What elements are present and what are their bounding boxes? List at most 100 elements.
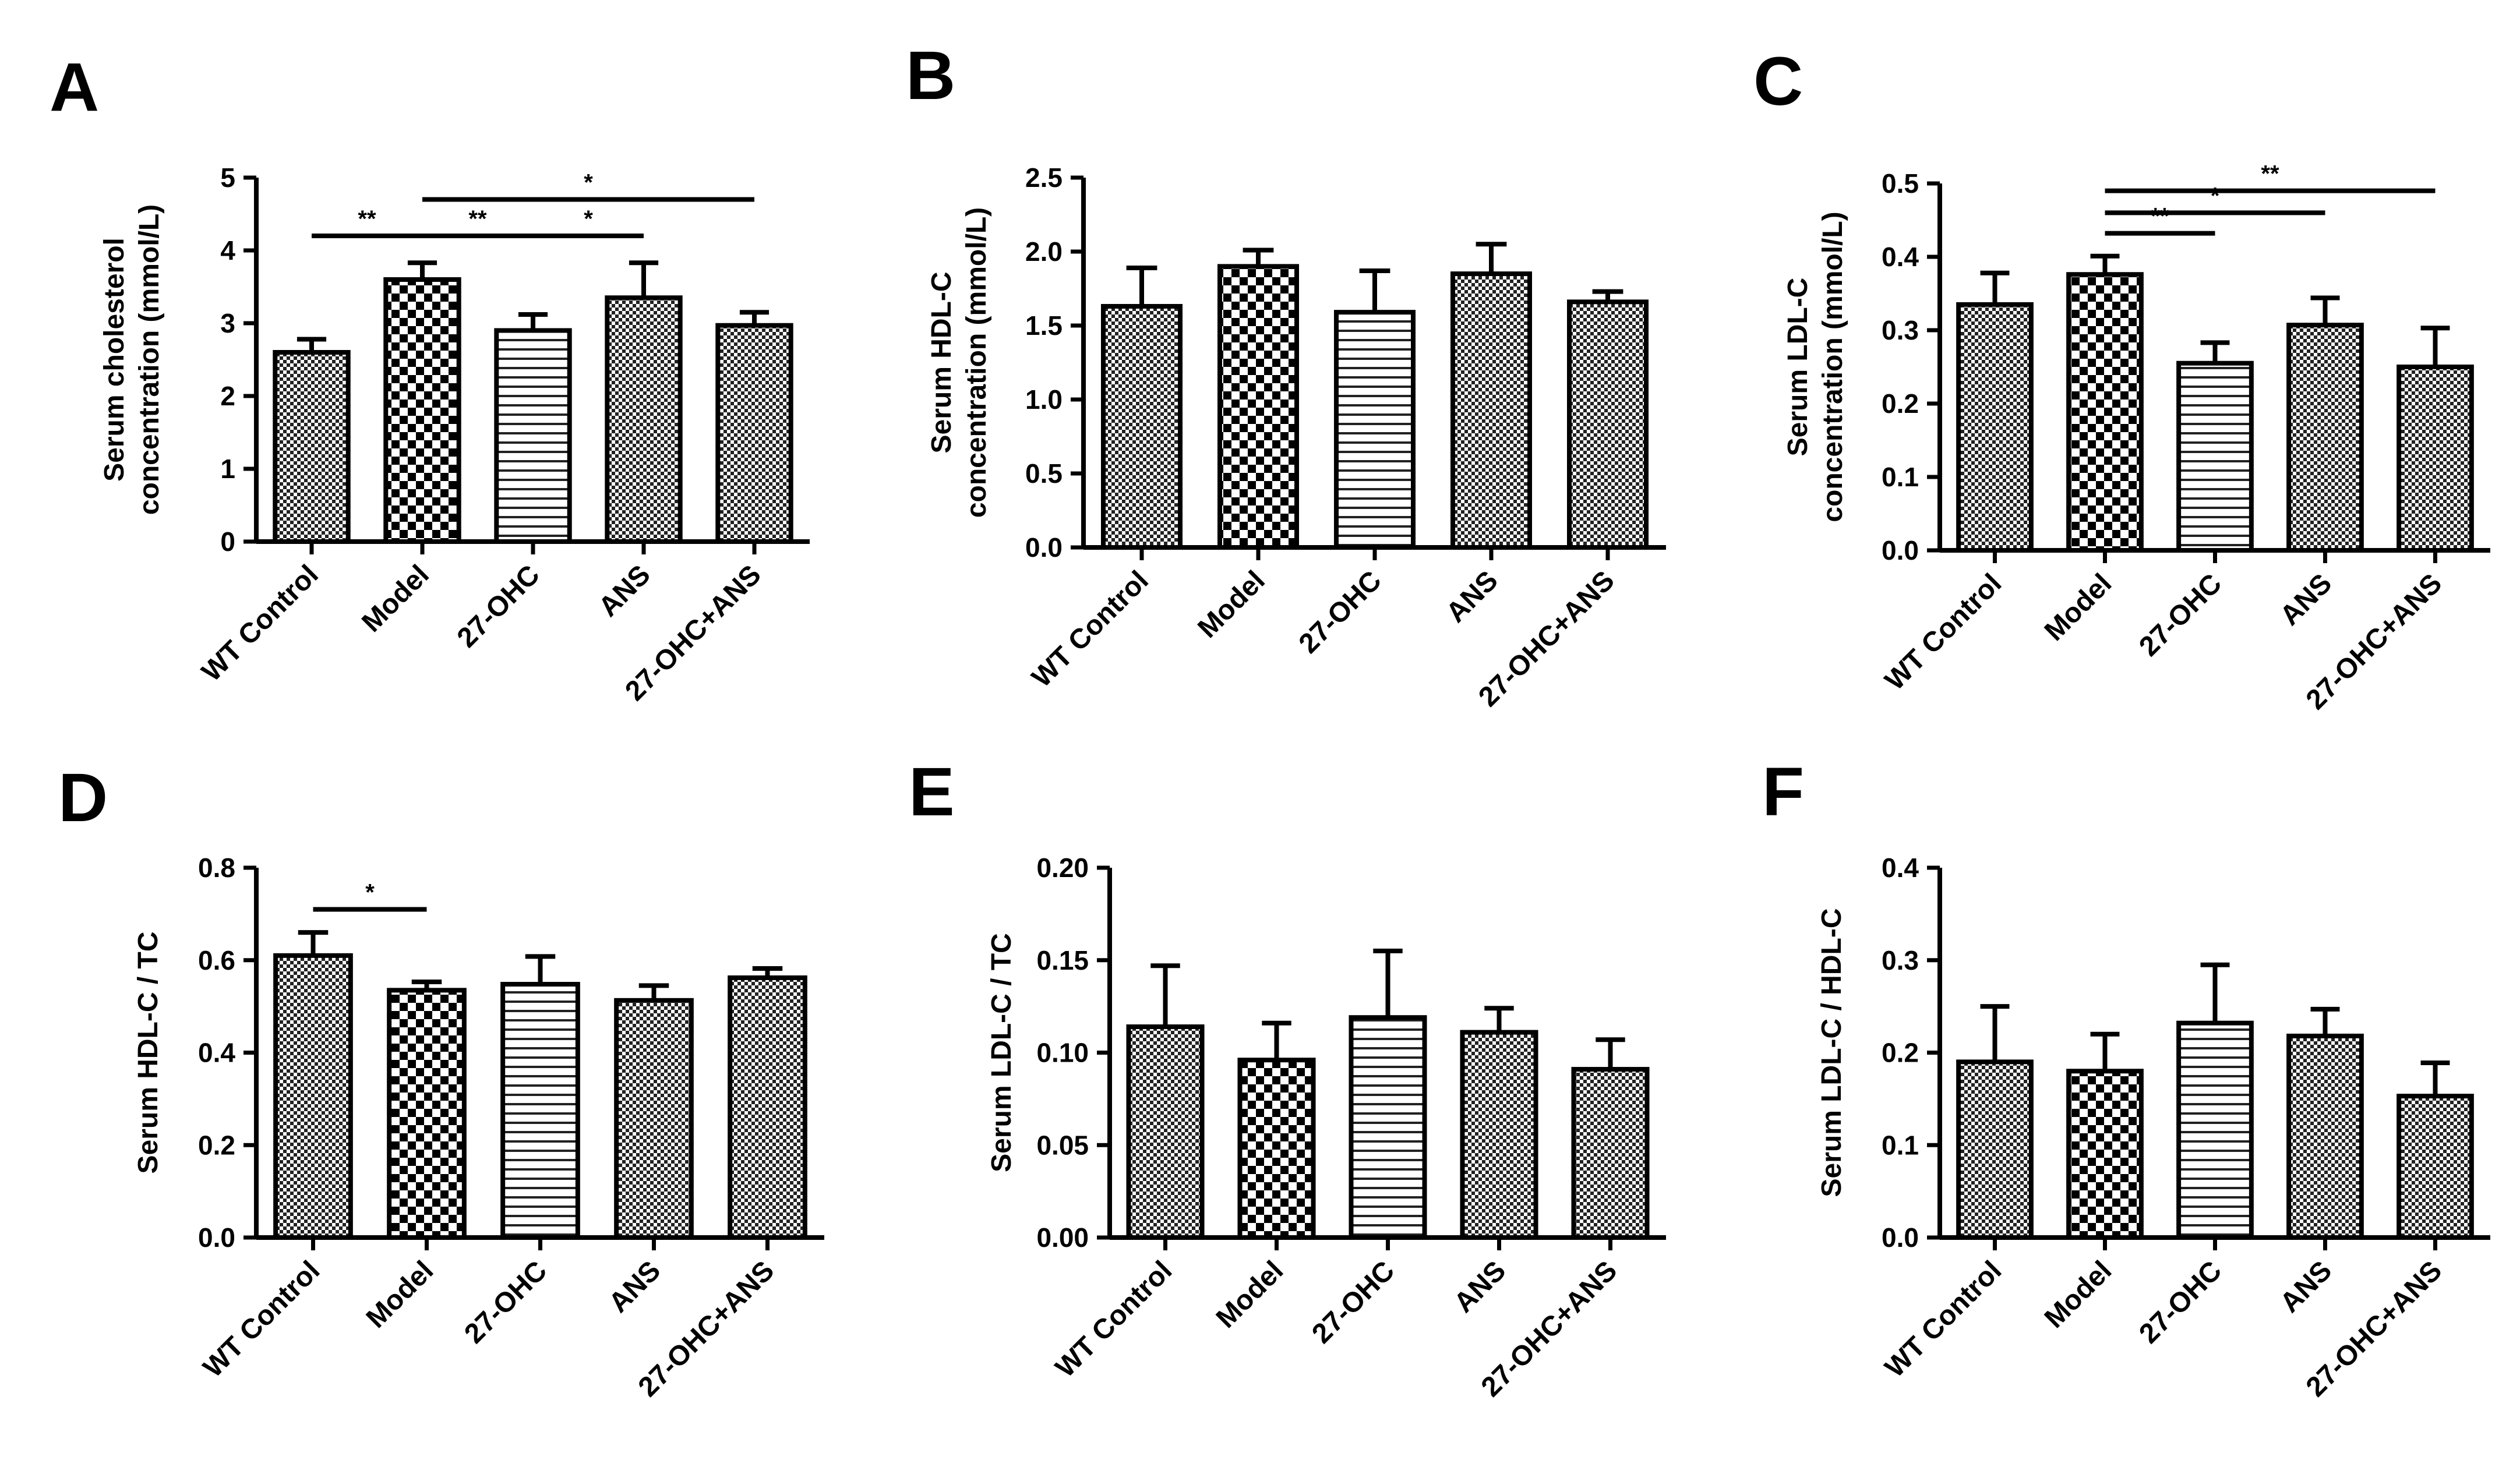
bar-f-1 [1956,1059,2034,1240]
y-axis-title-a-line-1: Serum cholesterol [99,238,130,482]
significance-label-a-3: * [584,206,593,232]
y-tick-label-c-5: 0.4 [1882,242,1919,272]
y-tick-label-a-4: 3 [220,308,235,338]
significance-label-a-4: * [584,170,593,196]
significance-label-c-3: ** [2261,161,2279,187]
y-tick-label-e-3: 0.10 [1036,1038,1089,1068]
category-label-f-1: WT Control [1879,1255,2007,1383]
panel-letter-f: F [1762,754,1804,830]
panel-d: D 0.0 0.2 0.4 0.6 0.8 WT Control Model 27-OHC ANS… [58,759,824,1403]
bar-d-3 [500,982,580,1240]
bar-a-2 [383,277,461,544]
panel-e: E 0.00 0.05 0.10 0.15 0.20 WT Control Model 27-O… [909,754,1666,1403]
y-tick-label-f-1: 0.0 [1882,1222,1919,1253]
category-label-c-4: ANS [2274,568,2338,631]
y-tick-label-b-3: 1.0 [1025,384,1063,415]
y-axis-title-b-line-2: concentration (mmol/L) [961,207,992,518]
bar-c-4 [2286,323,2364,553]
category-label-e-2: Model [1210,1255,1290,1334]
y-tick-label-e-2: 0.05 [1036,1130,1089,1160]
panel-letter-d: D [58,759,108,836]
bar-e-2 [1237,1058,1316,1240]
y-tick-label-d-2: 0.2 [198,1130,235,1160]
category-label-d-3: 27-OHC [458,1255,553,1349]
category-label-f-2: Model [2039,1255,2118,1334]
bar-f-3 [2176,1020,2254,1240]
bar-f-5 [2397,1094,2474,1240]
y-tick-label-f-4: 0.3 [1882,945,1919,975]
bar-b-3 [1334,310,1416,550]
y-tick-label-b-2: 0.5 [1025,458,1063,489]
category-label-a-3: 27-OHC [451,559,546,653]
category-label-d-1: WT Control [197,1255,326,1383]
bar-a-1 [273,350,351,544]
category-label-b-3: 27-OHC [1293,565,1388,659]
y-axis-title-b-line-1: Serum HDL-C [926,271,957,453]
y-tick-label-b-1: 0.0 [1025,532,1063,563]
significance-label-c-2: * [2211,183,2220,208]
category-label-e-1: WT Control [1050,1255,1178,1383]
category-label-e-3: 27-OHC [1306,1255,1400,1349]
bar-b-4 [1450,271,1532,550]
bar-d-4 [614,998,694,1240]
y-tick-label-c-1: 0.0 [1882,535,1919,565]
category-label-f-3: 27-OHC [2133,1255,2228,1349]
bar-d-2 [387,988,467,1240]
significance-label-c-1: ** [2151,204,2169,229]
y-tick-label-c-6: 0.5 [1882,168,1919,199]
panel-letter-a: A [50,49,99,126]
bar-a-5 [715,323,793,544]
y-tick-label-e-1: 0.00 [1036,1222,1089,1253]
y-tick-label-e-5: 0.20 [1036,853,1089,883]
bar-e-3 [1349,1015,1427,1240]
panel-b: B 0.0 0.5 1.0 1.5 2.0 2.5 WT Control Model 27-OHC… [906,37,1666,713]
bar-d-5 [728,975,807,1240]
y-tick-label-d-4: 0.6 [198,945,235,975]
bar-a-4 [605,295,683,544]
category-label-f-4: ANS [2274,1255,2338,1318]
y-axis-title-d: Serum HDL-C / TC [133,931,164,1173]
category-label-c-1: WT Control [1879,568,2007,696]
bar-f-4 [2286,1033,2364,1240]
bar-c-2 [2066,272,2144,553]
category-label-c-3: 27-OHC [2133,568,2228,662]
bar-c-3 [2176,360,2254,553]
significance-label-a-1: ** [358,206,376,232]
category-label-b-1: WT Control [1026,565,1154,693]
significance-label-a-2: ** [468,206,487,232]
category-label-a-4: ANS [593,559,657,623]
y-axis-title-f: Serum LDL-C / HDL-C [1816,908,1847,1197]
y-tick-label-a-3: 2 [220,381,235,411]
panel-letter-c: C [1753,43,1803,120]
y-axis-title-a-line-2: concentration (mmol/L) [134,204,165,515]
bar-b-5 [1567,299,1649,550]
category-label-e-4: ANS [1448,1255,1512,1318]
y-tick-label-a-2: 1 [220,454,235,484]
significance-label-d-1: * [365,879,375,905]
y-axis-title-c-line-1: Serum LDL-C [1783,278,1813,457]
bar-e-5 [1571,1067,1650,1240]
y-tick-label-a-5: 4 [220,235,235,266]
category-label-b-4: ANS [1441,565,1504,628]
category-label-a-1: WT Control [196,559,324,687]
y-tick-label-f-5: 0.4 [1882,853,1919,883]
bar-f-2 [2066,1069,2144,1240]
panel-letter-b: B [906,37,955,114]
y-axis-title-c-line-2: concentration (mmol/L) [1817,211,1848,522]
bar-c-1 [1956,302,2034,553]
bar-e-4 [1460,1030,1538,1240]
panel-c: C 0.0 0.1 0.2 0.3 0.4 0.5 WT Control Model 27-OHC… [1753,43,2490,716]
panel-letter-e: E [909,754,955,830]
y-tick-label-b-4: 1.5 [1025,310,1063,341]
bar-b-1 [1101,303,1183,550]
bar-a-3 [494,328,572,544]
bar-b-2 [1217,264,1299,550]
y-tick-label-d-1: 0.0 [198,1222,235,1253]
category-label-a-2: Model [356,559,435,638]
category-label-c-2: Model [2039,568,2118,647]
y-tick-label-c-4: 0.3 [1882,315,1919,345]
y-tick-label-b-6: 2.5 [1025,162,1063,193]
y-tick-label-d-3: 0.4 [198,1038,235,1068]
panel-f: F 0.0 0.1 0.2 0.3 0.4 WT Control Model 27-OHC ANS… [1762,754,2490,1403]
